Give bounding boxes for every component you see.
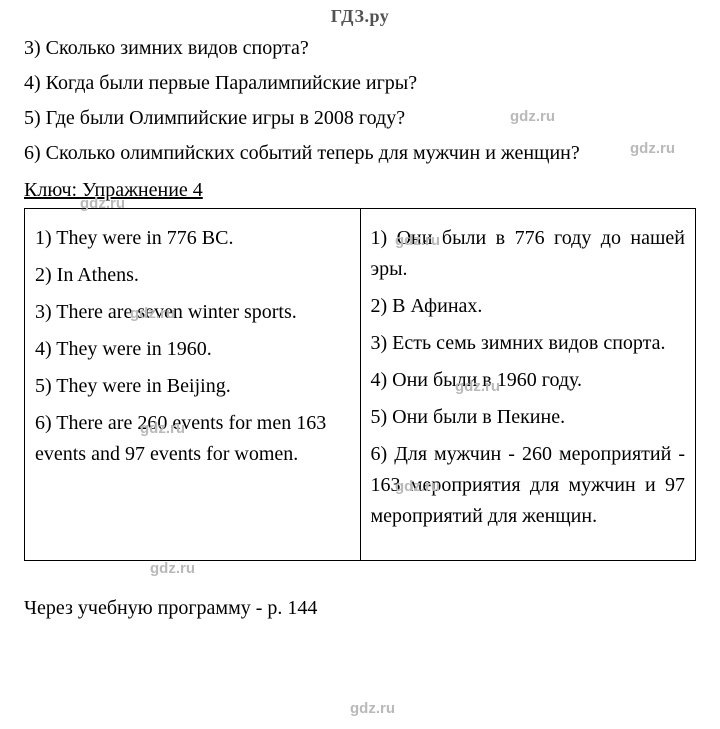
question-line: 6) Сколько олимпийских событий теперь дл… xyxy=(24,138,696,169)
questions-block: 3) Сколько зимних видов спорта? 4) Когда… xyxy=(24,33,696,169)
answer-key-title: Ключ: Упражнение 4 xyxy=(24,179,696,202)
answer-item: 2) In Athens. xyxy=(35,260,350,291)
answer-item: 3) Есть семь зимних видов спорта. xyxy=(371,328,686,359)
page-title: ГДЗ.ру xyxy=(24,6,696,27)
question-line: 5) Где были Олимпийские игры в 2008 году… xyxy=(24,103,696,134)
footer-note: Через учебную программу - p. 144 xyxy=(24,597,696,620)
answer-item: 1) Они были в 776 году до нашей эры. xyxy=(371,223,686,285)
watermark: gdz.ru xyxy=(350,700,395,717)
question-line: 4) Когда были первые Паралимпийские игры… xyxy=(24,68,696,99)
answer-item: 5) They were in Beijing. xyxy=(35,371,350,402)
answers-russian-cell: 1) Они были в 776 году до нашей эры. 2) … xyxy=(360,209,696,561)
answer-item: 3) There are seven winter sports. xyxy=(35,297,350,328)
answer-item: 4) Они были в 1960 году. xyxy=(371,365,686,396)
answer-item: 1) They were in 776 BC. xyxy=(35,223,350,254)
answer-item: 4) They were in 1960. xyxy=(35,334,350,365)
question-line: 3) Сколько зимних видов спорта? xyxy=(24,33,696,64)
answers-english-cell: 1) They were in 776 BC. 2) In Athens. 3)… xyxy=(25,209,361,561)
page-root: ГДЗ.ру 3) Сколько зимних видов спорта? 4… xyxy=(0,0,720,650)
answer-item: 6) Для мужчин - 260 мероприятий - 163 ме… xyxy=(371,439,686,532)
answers-table: 1) They were in 776 BC. 2) In Athens. 3)… xyxy=(24,208,696,561)
answer-item: 5) Они были в Пекине. xyxy=(371,402,686,433)
answer-item: 6) There are 260 events for men 163 even… xyxy=(35,408,350,470)
answer-item: 2) В Афинах. xyxy=(371,291,686,322)
